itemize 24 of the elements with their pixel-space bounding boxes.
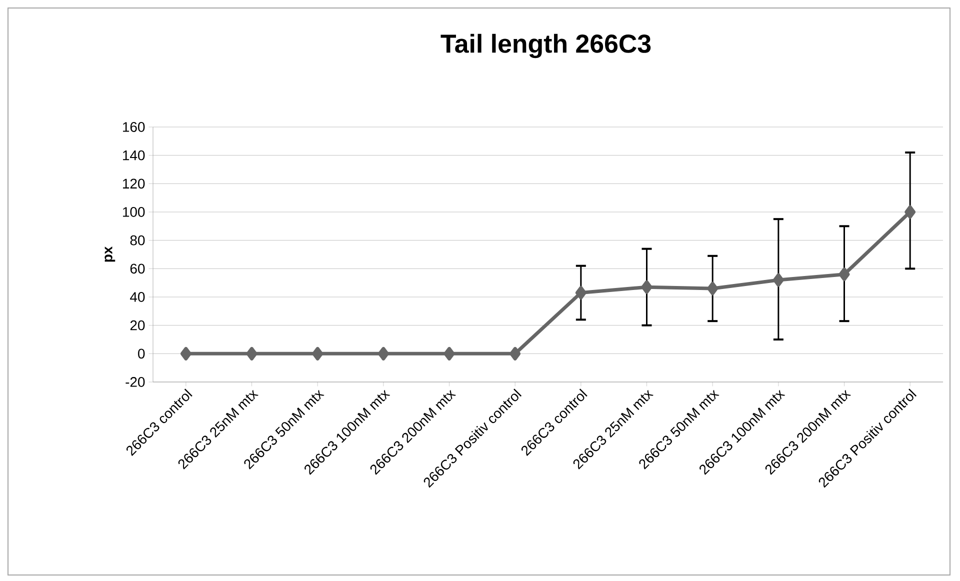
y-tick-label: 60 [130, 264, 145, 274]
point [246, 346, 258, 360]
point [838, 268, 850, 282]
point [510, 346, 521, 360]
point [378, 346, 389, 360]
point [575, 286, 586, 300]
y-tick-label: 80 [130, 235, 145, 246]
y-tick-label: 0 [138, 348, 145, 359]
y-tick-label: 100 [123, 207, 145, 217]
point [312, 346, 324, 360]
y-tick-label: 140 [123, 150, 145, 160]
y-tick-label: 160 [123, 122, 145, 132]
point [180, 346, 192, 360]
point [772, 273, 784, 287]
point [904, 205, 916, 219]
point [641, 280, 652, 294]
y-tick-label: 20 [130, 320, 145, 330]
y-axis-title: px [104, 246, 116, 262]
chart-title: Tail length 266C3 [440, 34, 651, 58]
y-tick-label: 40 [130, 292, 145, 302]
point [444, 346, 455, 360]
point [707, 282, 718, 296]
y-tick-label: 120 [123, 178, 145, 189]
y-tick-label: -20 [126, 377, 145, 387]
